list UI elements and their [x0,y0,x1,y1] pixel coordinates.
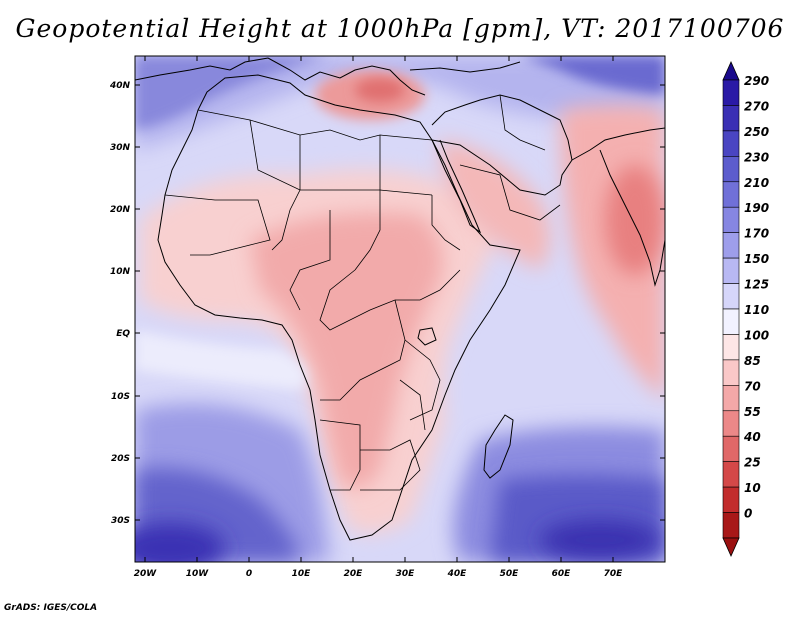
colorbar-swatch [722,435,740,462]
border-5 [431,195,461,251]
y-label-30n: 30N [110,143,131,153]
colorbar-swatch [722,308,740,335]
x-label-20w: 20W [134,569,158,579]
field-southwest-core [135,523,225,562]
colorbar-top-arrow [722,61,740,81]
colorbar-swatch [722,156,740,183]
arabia-coastline [431,94,573,196]
europe-coastline [135,57,521,96]
africa-coastline [157,74,521,541]
field-northwest-blue [135,56,330,130]
field-northeast-blue [520,56,665,95]
colorbar-label: 25 [744,456,761,470]
border-7 [289,210,331,311]
border-11 [319,419,361,491]
x-label-40e: 40E [447,569,468,579]
colorbar-swatch [722,486,740,513]
border-6 [164,194,271,256]
field-india-red [605,165,665,275]
colorbar-swatch [722,105,740,132]
x-label-60e: 60E [552,569,572,579]
colorbar-label: 170 [744,227,769,241]
red-sea [431,139,482,234]
field-med-red-core [355,78,405,102]
colorbar-bottom-arrow [722,537,740,557]
colorbar-swatch [722,385,740,412]
colorbar-label: 55 [744,405,761,419]
field-southeast-core [540,520,660,560]
colorbar-swatch [722,283,740,310]
colorbar-label: 190 [744,201,769,215]
x-label-50e: 50E [500,569,520,579]
border-4 [354,135,381,271]
colorbar-swatch [722,181,740,208]
colorbar-swatch [722,130,740,157]
y-label-eq: EQ [116,329,130,339]
field-africa-red [250,212,443,488]
colorbar-swatch [722,334,740,361]
colorbar-label: 250 [744,125,769,139]
height-field [135,56,665,562]
colorbar-label: 85 [744,354,761,368]
colorbar-label: 150 [744,252,769,266]
colorbar-label: 110 [744,303,769,317]
grads-credit: GrADS: IGES/COLA [4,603,98,613]
border-10 [404,339,441,421]
colorbar-label: 0 [744,507,752,521]
y-label-30s: 30S [111,516,130,526]
x-axis-ticks [144,56,614,562]
colorbar-swatch [722,206,740,233]
colorbar-label: 10 [744,481,761,495]
x-label-30e: 30E [396,569,416,579]
colorbar-label: 270 [744,99,769,113]
field-arabia-red [440,140,550,270]
field-north-blue [135,56,665,150]
map-title: Geopotential Height at 1000hPa [gpm], VT… [15,14,785,43]
colorbar-swatch [722,410,740,437]
colorbar-label: 290 [744,74,769,88]
madagascar-coastline [483,414,514,479]
border-8 [319,269,461,331]
x-label-20e: 20E [344,569,364,579]
colorbar-swatch [722,257,740,284]
map-frame [134,55,666,563]
x-label-0: 0 [246,569,252,579]
y-label-10n: 10N [110,267,131,277]
country-borders [164,94,561,491]
colorbar-swatch [722,232,740,259]
lake-victoria [417,327,437,346]
colorbar-label: 40 [743,430,761,444]
border-14 [459,164,561,221]
colorbar-swatch [722,359,740,386]
colorbar-label: 230 [744,150,769,164]
border-15 [499,94,546,151]
y-label-10s: 10S [111,392,130,402]
border-12 [360,439,421,491]
border-13 [399,379,426,431]
x-label-10e: 10E [292,569,312,579]
y-axis-ticks [135,84,665,521]
border-2 [249,119,433,196]
coastlines [135,57,665,541]
x-label-10w: 10W [186,569,210,579]
colorbar-label: 210 [744,176,769,190]
colorbar-label: 70 [744,379,761,393]
colorbar-swatch [722,79,740,106]
y-label-20n: 20N [110,205,131,215]
india-coastline [571,127,665,287]
y-label-20s: 20S [111,454,130,464]
colorbar-label: 100 [744,328,769,342]
field-equator-neutral [135,330,307,390]
colorbar: 2902702502302101901701501251101008570554… [722,61,769,557]
colorbar-label: 125 [744,278,769,292]
colorbar-swatch [722,512,740,539]
x-label-70e: 70E [604,569,624,579]
border-3 [271,135,301,251]
y-label-40n: 40N [109,81,131,91]
colorbar-swatch [722,461,740,488]
